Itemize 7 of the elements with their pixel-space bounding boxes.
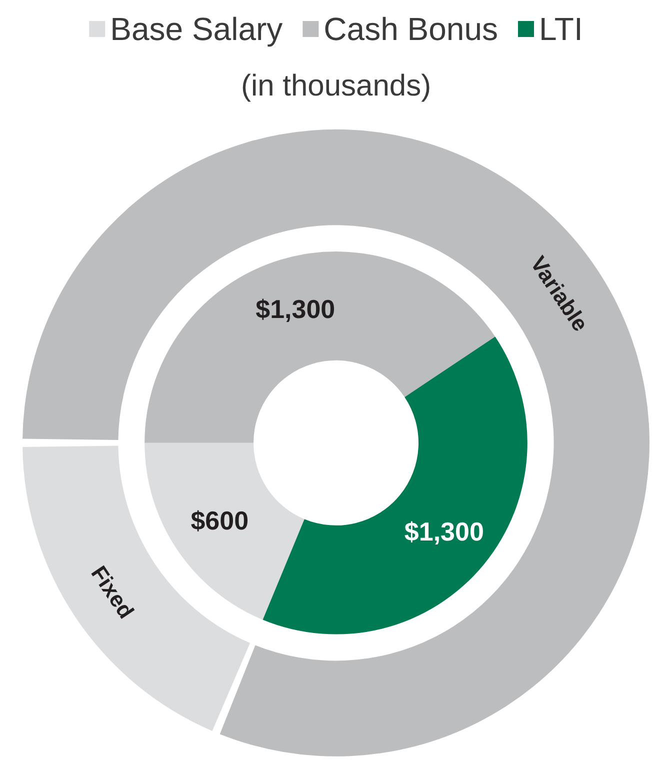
text: (in thousands) [240, 70, 432, 102]
data-label: $1,300 [256, 294, 336, 324]
data-label: $1,300 [404, 516, 484, 547]
legend-label: Cash Bonus [324, 11, 498, 47]
legend-label: LTI [539, 11, 583, 47]
legend-label: Base Salary [110, 11, 283, 47]
data-label: $600 [190, 506, 249, 536]
